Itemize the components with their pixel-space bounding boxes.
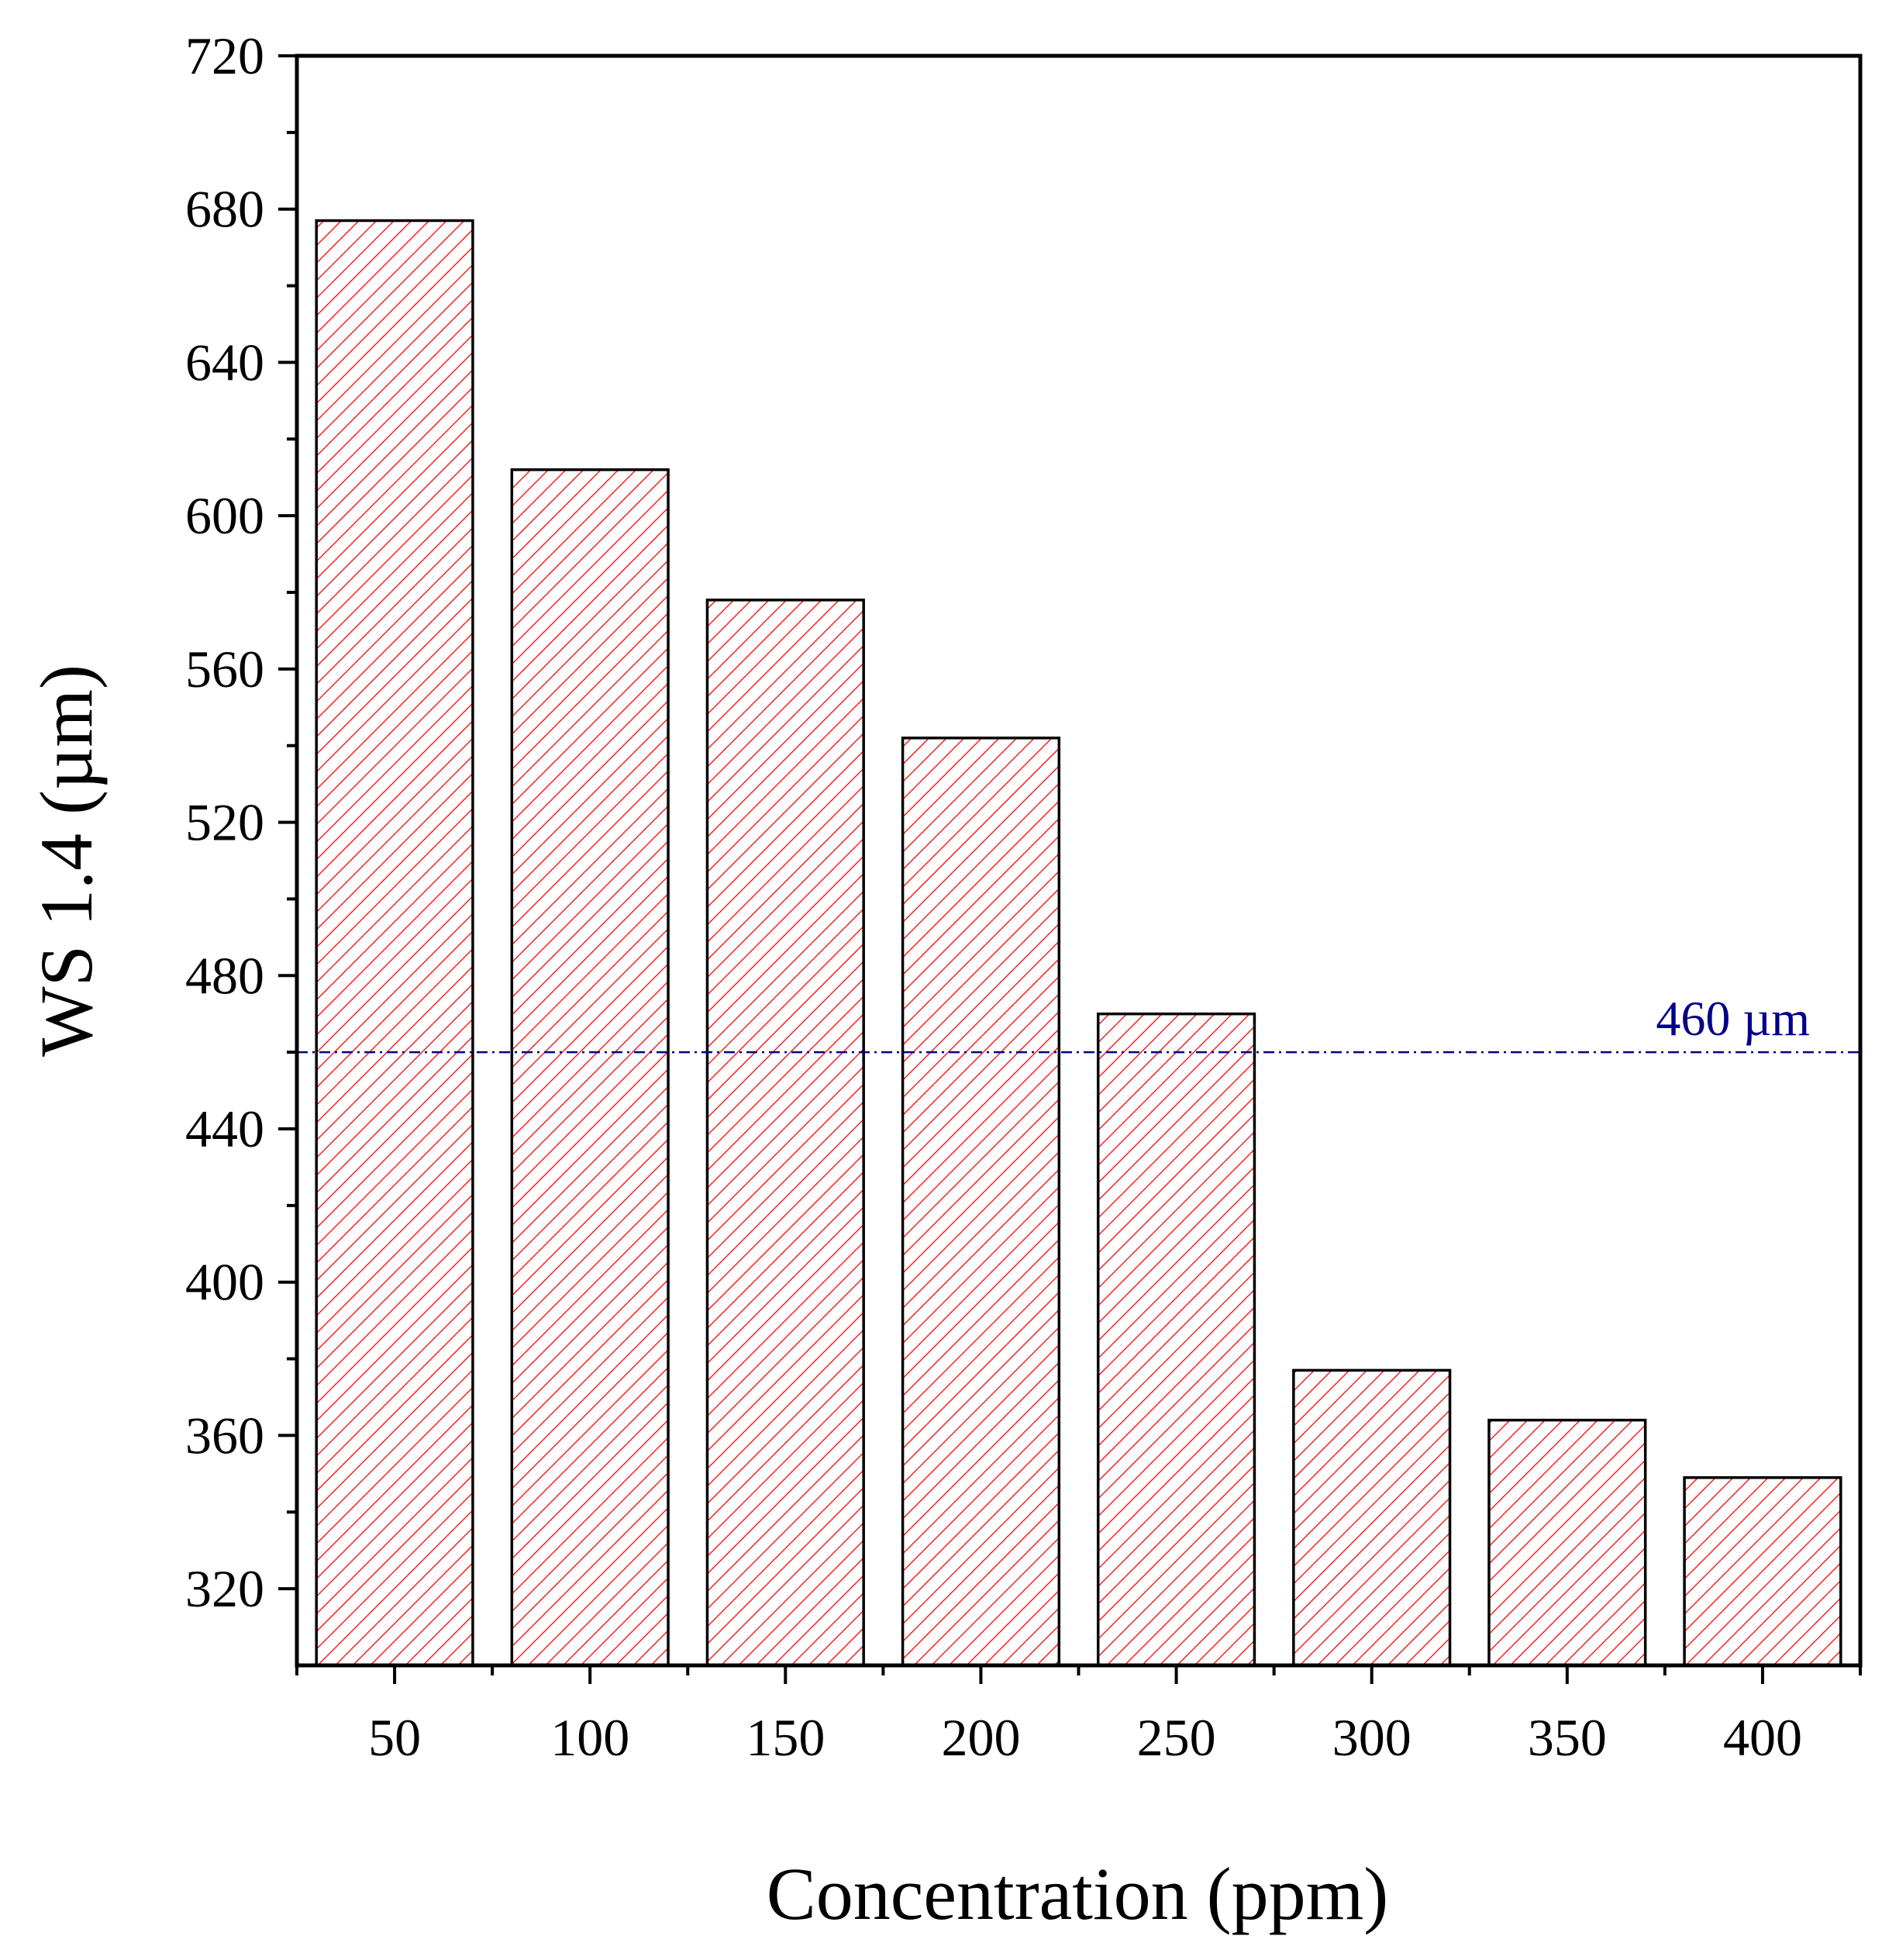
y-tick-label: 440 (185, 1099, 264, 1158)
bar-400 (1683, 1476, 1842, 1667)
reference-line-label: 460 µm (1656, 991, 1810, 1046)
x-tick-label: 400 (1723, 1708, 1802, 1767)
x-tick-label: 100 (550, 1708, 629, 1767)
bar-200 (901, 737, 1061, 1667)
x-tick-label: 200 (941, 1708, 1020, 1767)
y-tick-label: 640 (185, 333, 264, 392)
y-tick-label: 680 (185, 180, 264, 239)
bar-300 (1292, 1368, 1452, 1667)
y-tick-label: 400 (185, 1253, 264, 1312)
y-tick-label: 600 (185, 486, 264, 545)
x-tick-label: 50 (368, 1708, 421, 1767)
bar-250 (1096, 1012, 1256, 1667)
y-tick-label: 320 (185, 1559, 264, 1618)
bar-350 (1487, 1418, 1647, 1667)
bar-100 (510, 468, 670, 1667)
y-tick-label: 360 (185, 1406, 264, 1465)
x-axis-title: Concentration (ppm) (767, 1852, 1388, 1935)
y-tick-label: 520 (185, 793, 264, 852)
x-tick-label: 350 (1528, 1708, 1607, 1767)
x-tick-label: 300 (1332, 1708, 1412, 1767)
y-tick-label: 560 (185, 640, 264, 699)
x-tick-label: 150 (746, 1708, 825, 1767)
bar-50 (315, 219, 474, 1667)
y-tick-label: 720 (185, 26, 264, 85)
x-axis: 50 100 150 200 250 300 350 400 (295, 1665, 1862, 1767)
y-axis: 320 360 400 440 480 520 560 600 640 680 720 (185, 26, 297, 1618)
bar-150 (705, 599, 865, 1667)
x-tick-label: 250 (1137, 1708, 1216, 1767)
y-axis-title: WS 1.4 (µm) (25, 664, 108, 1057)
bars (315, 219, 1842, 1667)
y-tick-label: 480 (185, 946, 264, 1005)
